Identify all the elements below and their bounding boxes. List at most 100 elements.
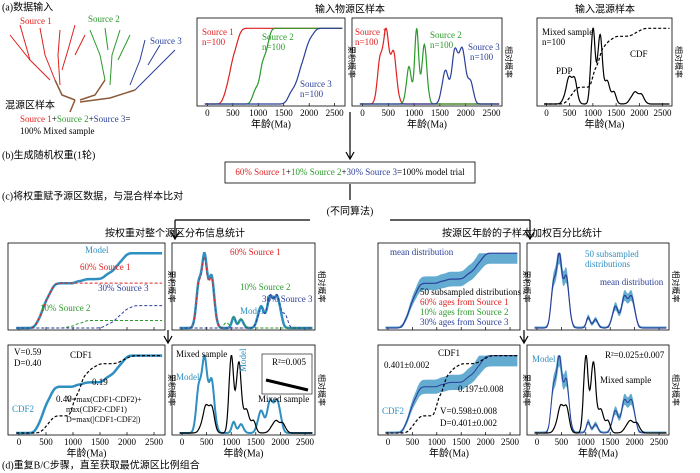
- model-trial: 60% Source 1+10% Source 2+30% Source 3=1…: [235, 167, 465, 177]
- x-tick-label: 500: [555, 437, 569, 447]
- label: D=0.40: [14, 358, 42, 368]
- inset: [261, 353, 313, 395]
- y-axis-label: 累积概率: [167, 374, 177, 406]
- x-axis-label: 年龄(Ma): [251, 117, 291, 130]
- curve: [16, 305, 163, 329]
- x-tick-label: 1000: [249, 108, 268, 118]
- x-axis-label: 年龄(Ma): [578, 446, 618, 459]
- x-tick-label: 2000: [271, 437, 290, 447]
- label: V=0.598±0.008: [440, 406, 498, 416]
- panel-frame: [526, 344, 670, 436]
- x-tick-label: 1000: [64, 437, 83, 447]
- section-label: (a)数据输入: [2, 0, 53, 13]
- arrows: [163, 112, 535, 345]
- x-tick-label: 2000: [457, 108, 476, 118]
- x-tick-label: 2000: [118, 437, 137, 447]
- label: 60% ages from Source 1: [420, 297, 508, 307]
- label: Model: [85, 245, 109, 255]
- x-tick-label: 1500: [431, 108, 450, 118]
- x-tick-label: 2000: [477, 437, 496, 447]
- label: Model: [176, 372, 200, 382]
- map-label: Source 2: [88, 14, 120, 24]
- x-tick-label: 500: [226, 108, 240, 118]
- x-tick-label: 500: [382, 108, 396, 118]
- label: mean distribution: [390, 247, 454, 257]
- label: Source 1: [202, 27, 234, 37]
- curve: [179, 293, 313, 329]
- label: 0.40: [56, 394, 72, 404]
- curve: [544, 27, 670, 105]
- panel-frame: [171, 242, 316, 331]
- curve: [359, 46, 500, 105]
- y-axis-label: 累积概率: [522, 271, 532, 303]
- curve: [534, 355, 667, 434]
- panel-frame: [377, 344, 521, 436]
- curve: [534, 355, 667, 434]
- x-tick-label: 1000: [222, 437, 241, 447]
- x-tick-label: 500: [200, 437, 214, 447]
- label: CDF: [630, 49, 648, 59]
- x-axis-label: 年龄(Ma): [585, 117, 625, 130]
- x-tick-label: 0: [205, 108, 210, 118]
- label: Mixed sample: [600, 375, 651, 385]
- label: mean distribution: [600, 277, 664, 287]
- label: CDF1: [438, 348, 460, 358]
- x-tick-label: 1000: [428, 437, 447, 447]
- x-tick-label: 2500: [501, 437, 520, 447]
- band: [534, 355, 667, 433]
- y-axis-label: 相对概率: [504, 46, 514, 78]
- formula: max(CDF2-CDF1): [66, 405, 127, 414]
- panel-title: 输入混源样本: [575, 2, 635, 15]
- x-tick-label: 1500: [91, 437, 110, 447]
- label: R²=0.025±0.007: [605, 350, 665, 360]
- label: Model: [238, 348, 248, 372]
- label: CDF1: [70, 350, 92, 360]
- x-tick-label: 500: [563, 108, 577, 118]
- x-tick-label: 1000: [584, 108, 603, 118]
- x-tick-label: 0: [17, 437, 22, 447]
- curve: [16, 355, 163, 434]
- inset-line: [265, 378, 309, 392]
- x-tick-label: 1500: [601, 437, 620, 447]
- label: CDF2: [382, 406, 404, 416]
- label: CDF2: [12, 404, 34, 414]
- panel-frame: [526, 242, 670, 331]
- panels: 0 500 1000 1500 2000 2500 年龄(Ma) 0 500 1000 1500 20…: [7, 17, 684, 459]
- x-tick-label: 2500: [483, 108, 502, 118]
- x-tick-label: 1000: [577, 437, 596, 447]
- label: 30% Source 3: [98, 283, 149, 293]
- label: PDP: [556, 66, 573, 76]
- curve: [385, 252, 518, 329]
- x-axis-label: 年龄(Ma): [67, 446, 107, 459]
- label: 60% Source 1: [230, 247, 281, 257]
- band: [385, 355, 518, 433]
- formula: D=max(|CDF1-CDF2|): [66, 415, 141, 424]
- label: n=100: [202, 37, 226, 47]
- label: Source 3: [300, 79, 332, 89]
- label: distributions: [585, 259, 631, 269]
- label: Mixed sample: [542, 27, 593, 37]
- panel-frame: [7, 344, 166, 436]
- y-axis-label: 相对概率: [671, 374, 681, 406]
- x-tick-label: 2500: [296, 437, 315, 447]
- x-tick-label: 2000: [630, 108, 649, 118]
- x-tick-label: 1000: [405, 108, 424, 118]
- curve: [179, 256, 313, 329]
- y-axis-label: 相对概率: [317, 374, 327, 406]
- label: 0.401±0.002: [384, 360, 429, 370]
- trial-box: [224, 161, 476, 184]
- map-label: 混源区样本: [5, 98, 55, 111]
- y-axis-label: 相对概率: [674, 46, 684, 78]
- label: Source 1: [355, 27, 387, 37]
- x-tick-label: 1500: [247, 437, 266, 447]
- curve: [179, 355, 313, 434]
- panel-frame: [7, 242, 166, 331]
- label: D=0.401±0.002: [440, 418, 497, 428]
- label: 0.197±0.008: [458, 384, 504, 394]
- x-tick-label: 2500: [326, 108, 345, 118]
- label: 0.19: [92, 377, 108, 387]
- panel-title: 按源区年龄的子样本加权百分比统计: [442, 226, 602, 239]
- x-tick-label: 500: [39, 437, 53, 447]
- label: R²=0.005: [272, 357, 307, 367]
- panel-frame: [536, 17, 673, 107]
